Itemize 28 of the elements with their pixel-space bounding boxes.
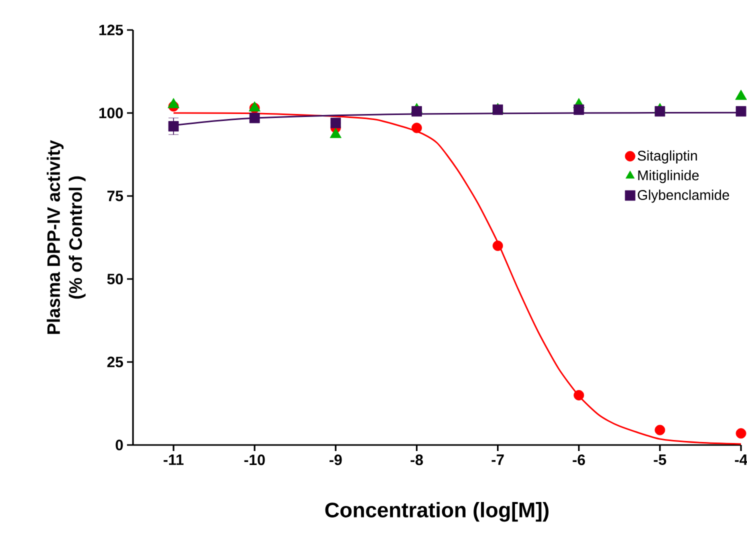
x-tick-label: -10: [244, 454, 265, 466]
point: [168, 121, 179, 132]
point: [574, 104, 584, 115]
point: [654, 106, 666, 117]
x-tick-label: -5: [654, 454, 666, 465]
point: [492, 240, 503, 251]
y-tick-label: 0: [116, 440, 123, 450]
y-tick-label: 100: [99, 108, 123, 118]
x-axis-title: Concentration (log[M]): [325, 502, 549, 522]
y-tick-label: 125: [99, 24, 124, 36]
point: [654, 424, 666, 436]
x-tick-label: -11: [164, 454, 184, 465]
legend-label: Glybenclamide: [638, 190, 730, 203]
point: [330, 118, 341, 128]
point: [412, 122, 422, 134]
x-tick-label: -6: [572, 454, 585, 466]
x-tick-label: -7: [492, 454, 504, 465]
legend-label: Sitagliptin: [638, 150, 697, 164]
point: [249, 112, 260, 124]
point: [574, 390, 584, 400]
x-tick-label: -9: [330, 454, 342, 466]
y-tick-label: 25: [107, 356, 124, 368]
y-tick-label: 50: [107, 274, 123, 284]
point: [736, 106, 746, 117]
x-tick-label: -8: [410, 454, 423, 466]
y-axis-title: Plasma DPP-IV activity (% of Control ): [46, 140, 86, 334]
y-tick-label: 75: [107, 190, 124, 202]
legend-label: Mitiglinide: [638, 170, 699, 184]
